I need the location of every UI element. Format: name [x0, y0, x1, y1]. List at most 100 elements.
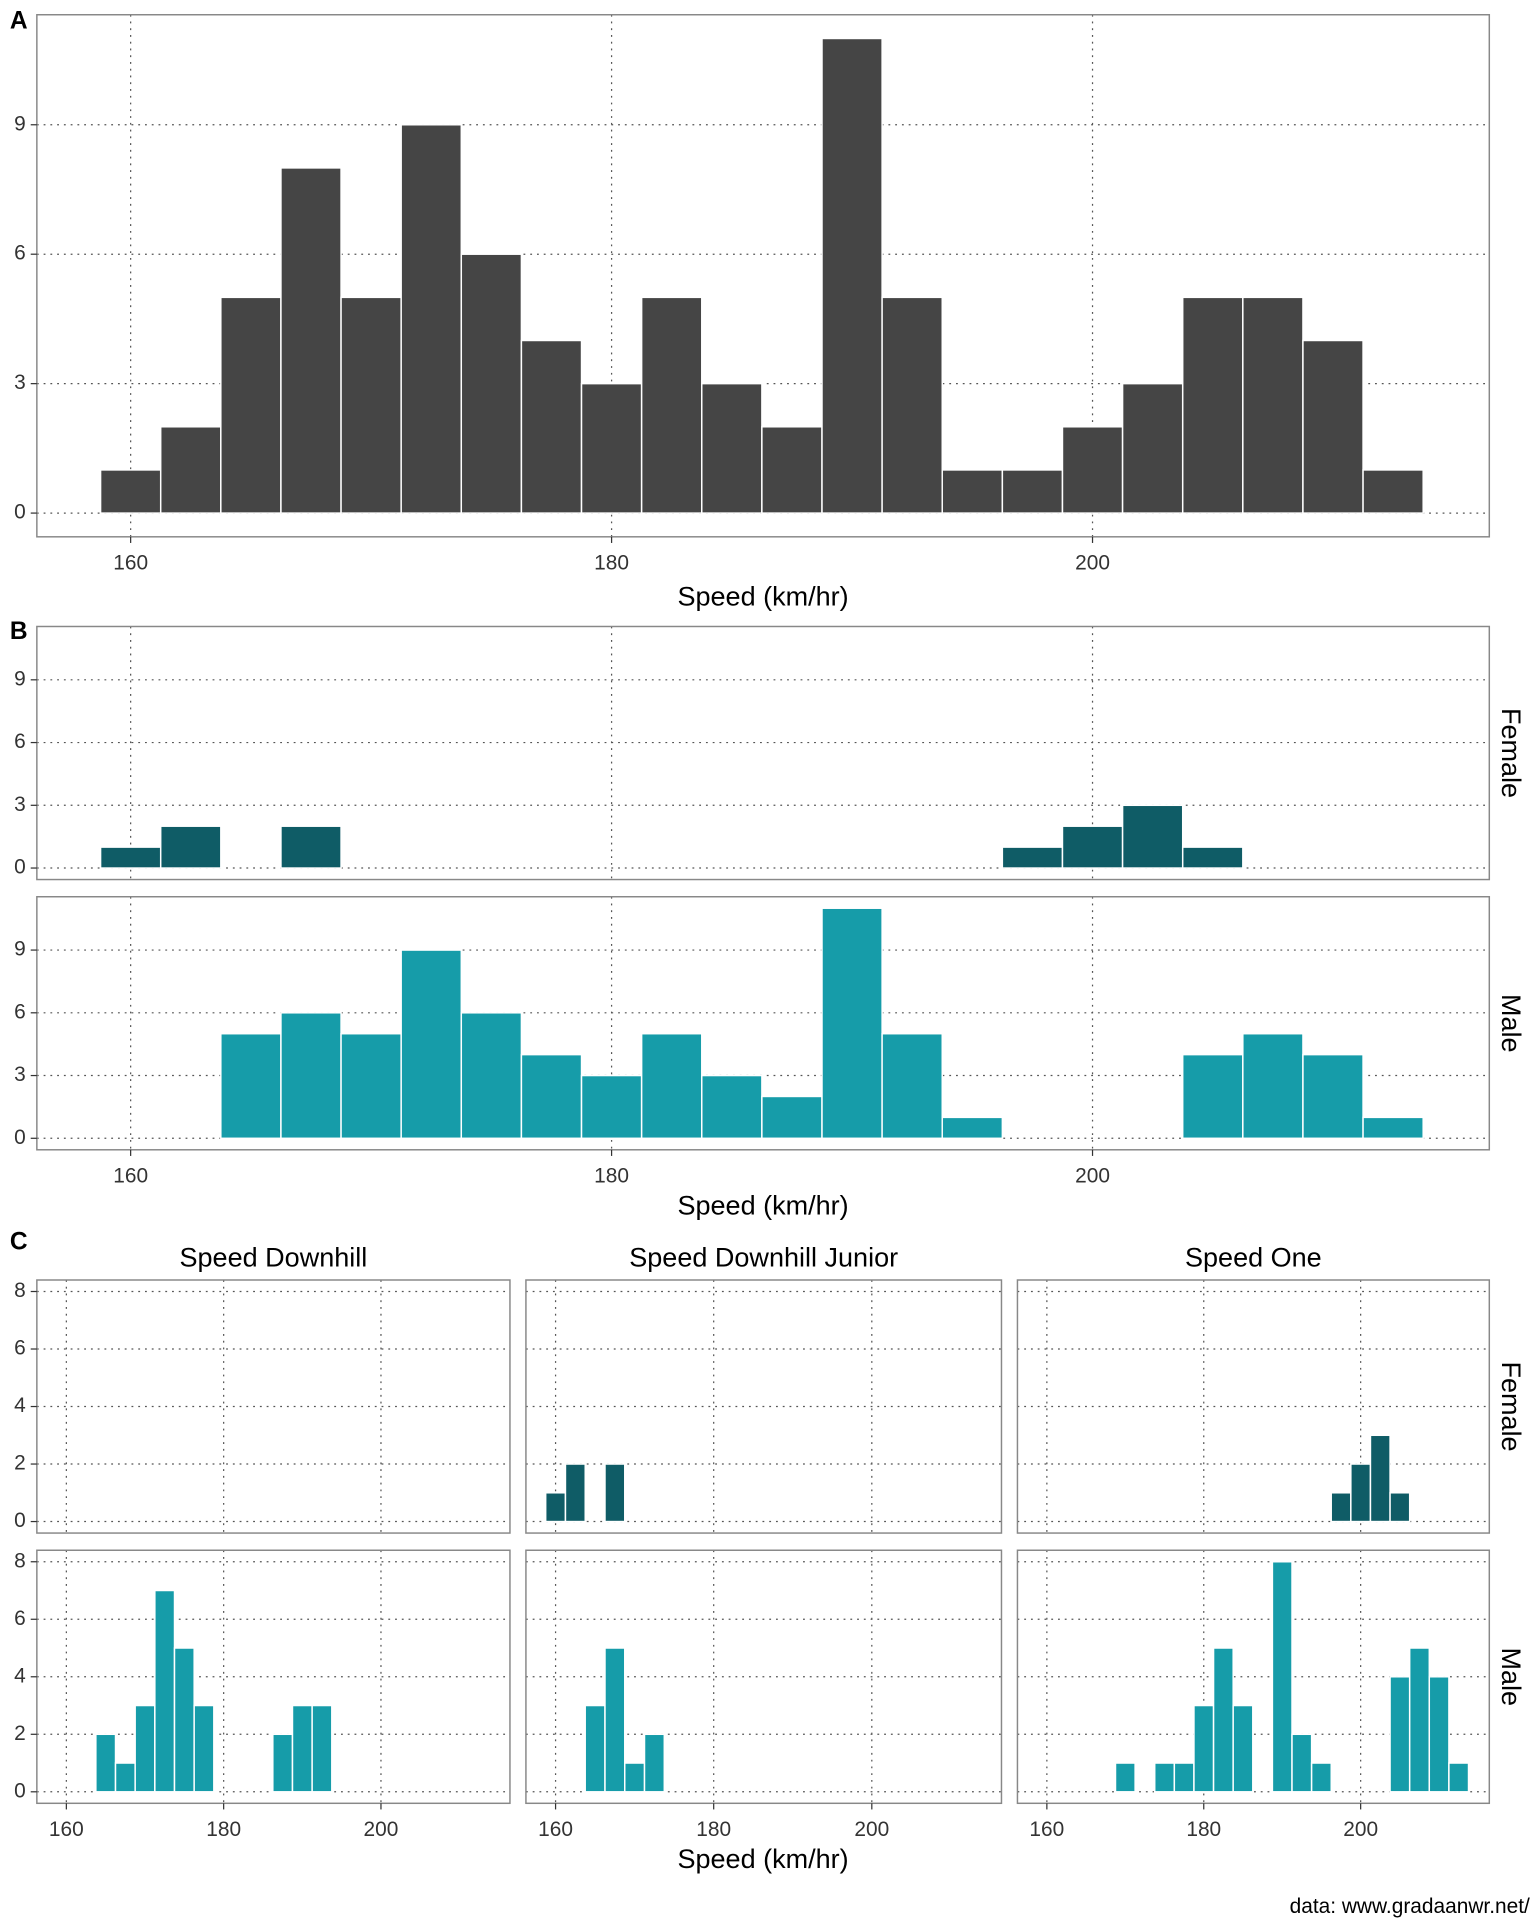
x-tick-label: 180: [206, 1818, 241, 1841]
bar: [1362, 469, 1424, 514]
y-tick-label: 4: [14, 1394, 26, 1417]
bar: [1362, 1116, 1424, 1140]
bar: [272, 1733, 294, 1793]
bar: [624, 1762, 646, 1793]
bar: [340, 296, 402, 514]
bar: [1173, 1762, 1195, 1793]
x-tick-label: 180: [594, 1164, 629, 1187]
bar: [584, 1704, 606, 1793]
y-tick-label: 8: [14, 1549, 26, 1572]
y-tick-label: 6: [14, 1607, 26, 1630]
y-tick-label: 9: [14, 667, 26, 690]
bar: [460, 253, 523, 514]
bar: [761, 1095, 823, 1140]
bar: [1389, 1492, 1411, 1523]
x-tick-label: 180: [594, 551, 629, 574]
bar: [544, 1492, 567, 1523]
bar: [1001, 469, 1064, 514]
x-tick-label: 160: [538, 1818, 573, 1841]
bar: [154, 1589, 176, 1793]
panel-frame: [36, 896, 1491, 1151]
x-tick-label: 180: [1186, 1818, 1221, 1841]
x-tick-label: 160: [1029, 1818, 1064, 1841]
bar: [520, 1053, 583, 1140]
y-tick-label: 8: [14, 1279, 26, 1302]
facet-strip-label: Female: [1496, 1361, 1526, 1451]
bar: [1448, 1762, 1470, 1793]
facet-column-title: Speed One: [1185, 1242, 1322, 1272]
bar: [1242, 296, 1304, 514]
facet-strip-label: Male: [1496, 994, 1526, 1053]
bar: [1061, 825, 1124, 869]
y-tick-label: 3: [14, 371, 26, 394]
bar: [1193, 1704, 1215, 1793]
bar: [173, 1647, 195, 1793]
bar: [821, 37, 883, 514]
bar: [941, 469, 1004, 514]
bar: [881, 296, 943, 514]
y-tick-label: 3: [14, 1063, 26, 1086]
bar: [761, 426, 823, 514]
bar: [640, 1032, 703, 1140]
bar: [280, 167, 342, 514]
bar: [1181, 296, 1244, 514]
panel-frame: [36, 625, 1491, 881]
y-tick-label: 4: [14, 1664, 26, 1687]
bar: [400, 124, 463, 514]
panel-background: [1017, 1280, 1490, 1534]
bar: [1330, 1492, 1352, 1523]
bar: [1181, 1053, 1244, 1140]
panel-letter: B: [10, 618, 28, 645]
bar: [280, 825, 342, 869]
bar: [114, 1762, 136, 1793]
bar: [159, 825, 222, 869]
bar: [1302, 1053, 1364, 1140]
panel-frame: [1016, 1279, 1491, 1534]
bar: [400, 949, 463, 1140]
x-tick-label: 200: [1343, 1818, 1378, 1841]
bar: [821, 907, 883, 1140]
y-tick-label: 0: [14, 1779, 26, 1802]
y-tick-label: 2: [14, 1452, 26, 1475]
y-tick-label: 9: [14, 112, 26, 135]
facet-strip-label: Female: [1496, 708, 1526, 798]
bar: [1114, 1762, 1136, 1793]
x-tick-label: 200: [854, 1818, 889, 1841]
x-tick-label: 160: [113, 1164, 148, 1187]
bar: [99, 469, 162, 514]
bar: [220, 1032, 282, 1140]
bar: [220, 296, 282, 514]
panel-frame: [525, 1279, 1003, 1534]
bar: [280, 1012, 342, 1140]
bar: [193, 1704, 215, 1793]
bar: [1153, 1762, 1176, 1793]
panel-frame: [1016, 1549, 1491, 1805]
bar: [640, 296, 703, 514]
bar: [604, 1463, 626, 1523]
bar: [1212, 1647, 1234, 1793]
bar: [1061, 426, 1124, 514]
panel-frame: [525, 1549, 1003, 1805]
bar: [941, 1116, 1004, 1140]
bar: [95, 1733, 117, 1793]
x-tick-label: 200: [1075, 551, 1110, 574]
y-tick-label: 6: [14, 242, 26, 265]
bar: [1181, 846, 1244, 869]
bar: [1001, 846, 1064, 869]
bar: [1408, 1647, 1431, 1793]
bar: [564, 1463, 586, 1523]
bar: [1232, 1704, 1254, 1793]
x-tick-label: 180: [696, 1818, 731, 1841]
bar: [643, 1733, 666, 1793]
panel-frame: [36, 14, 1491, 538]
source-caption: data: www.gradaanwr.net/: [1290, 1895, 1530, 1918]
facet-column-title: Speed Downhill Junior: [629, 1242, 898, 1272]
y-tick-label: 6: [14, 1000, 26, 1023]
y-tick-label: 2: [14, 1722, 26, 1745]
facet-strip-label: Male: [1496, 1647, 1526, 1706]
x-axis-title: Speed (km/hr): [677, 1191, 848, 1221]
facet-column-title: Speed Downhill: [180, 1242, 368, 1272]
y-tick-label: 0: [14, 501, 26, 524]
bar: [291, 1704, 313, 1793]
